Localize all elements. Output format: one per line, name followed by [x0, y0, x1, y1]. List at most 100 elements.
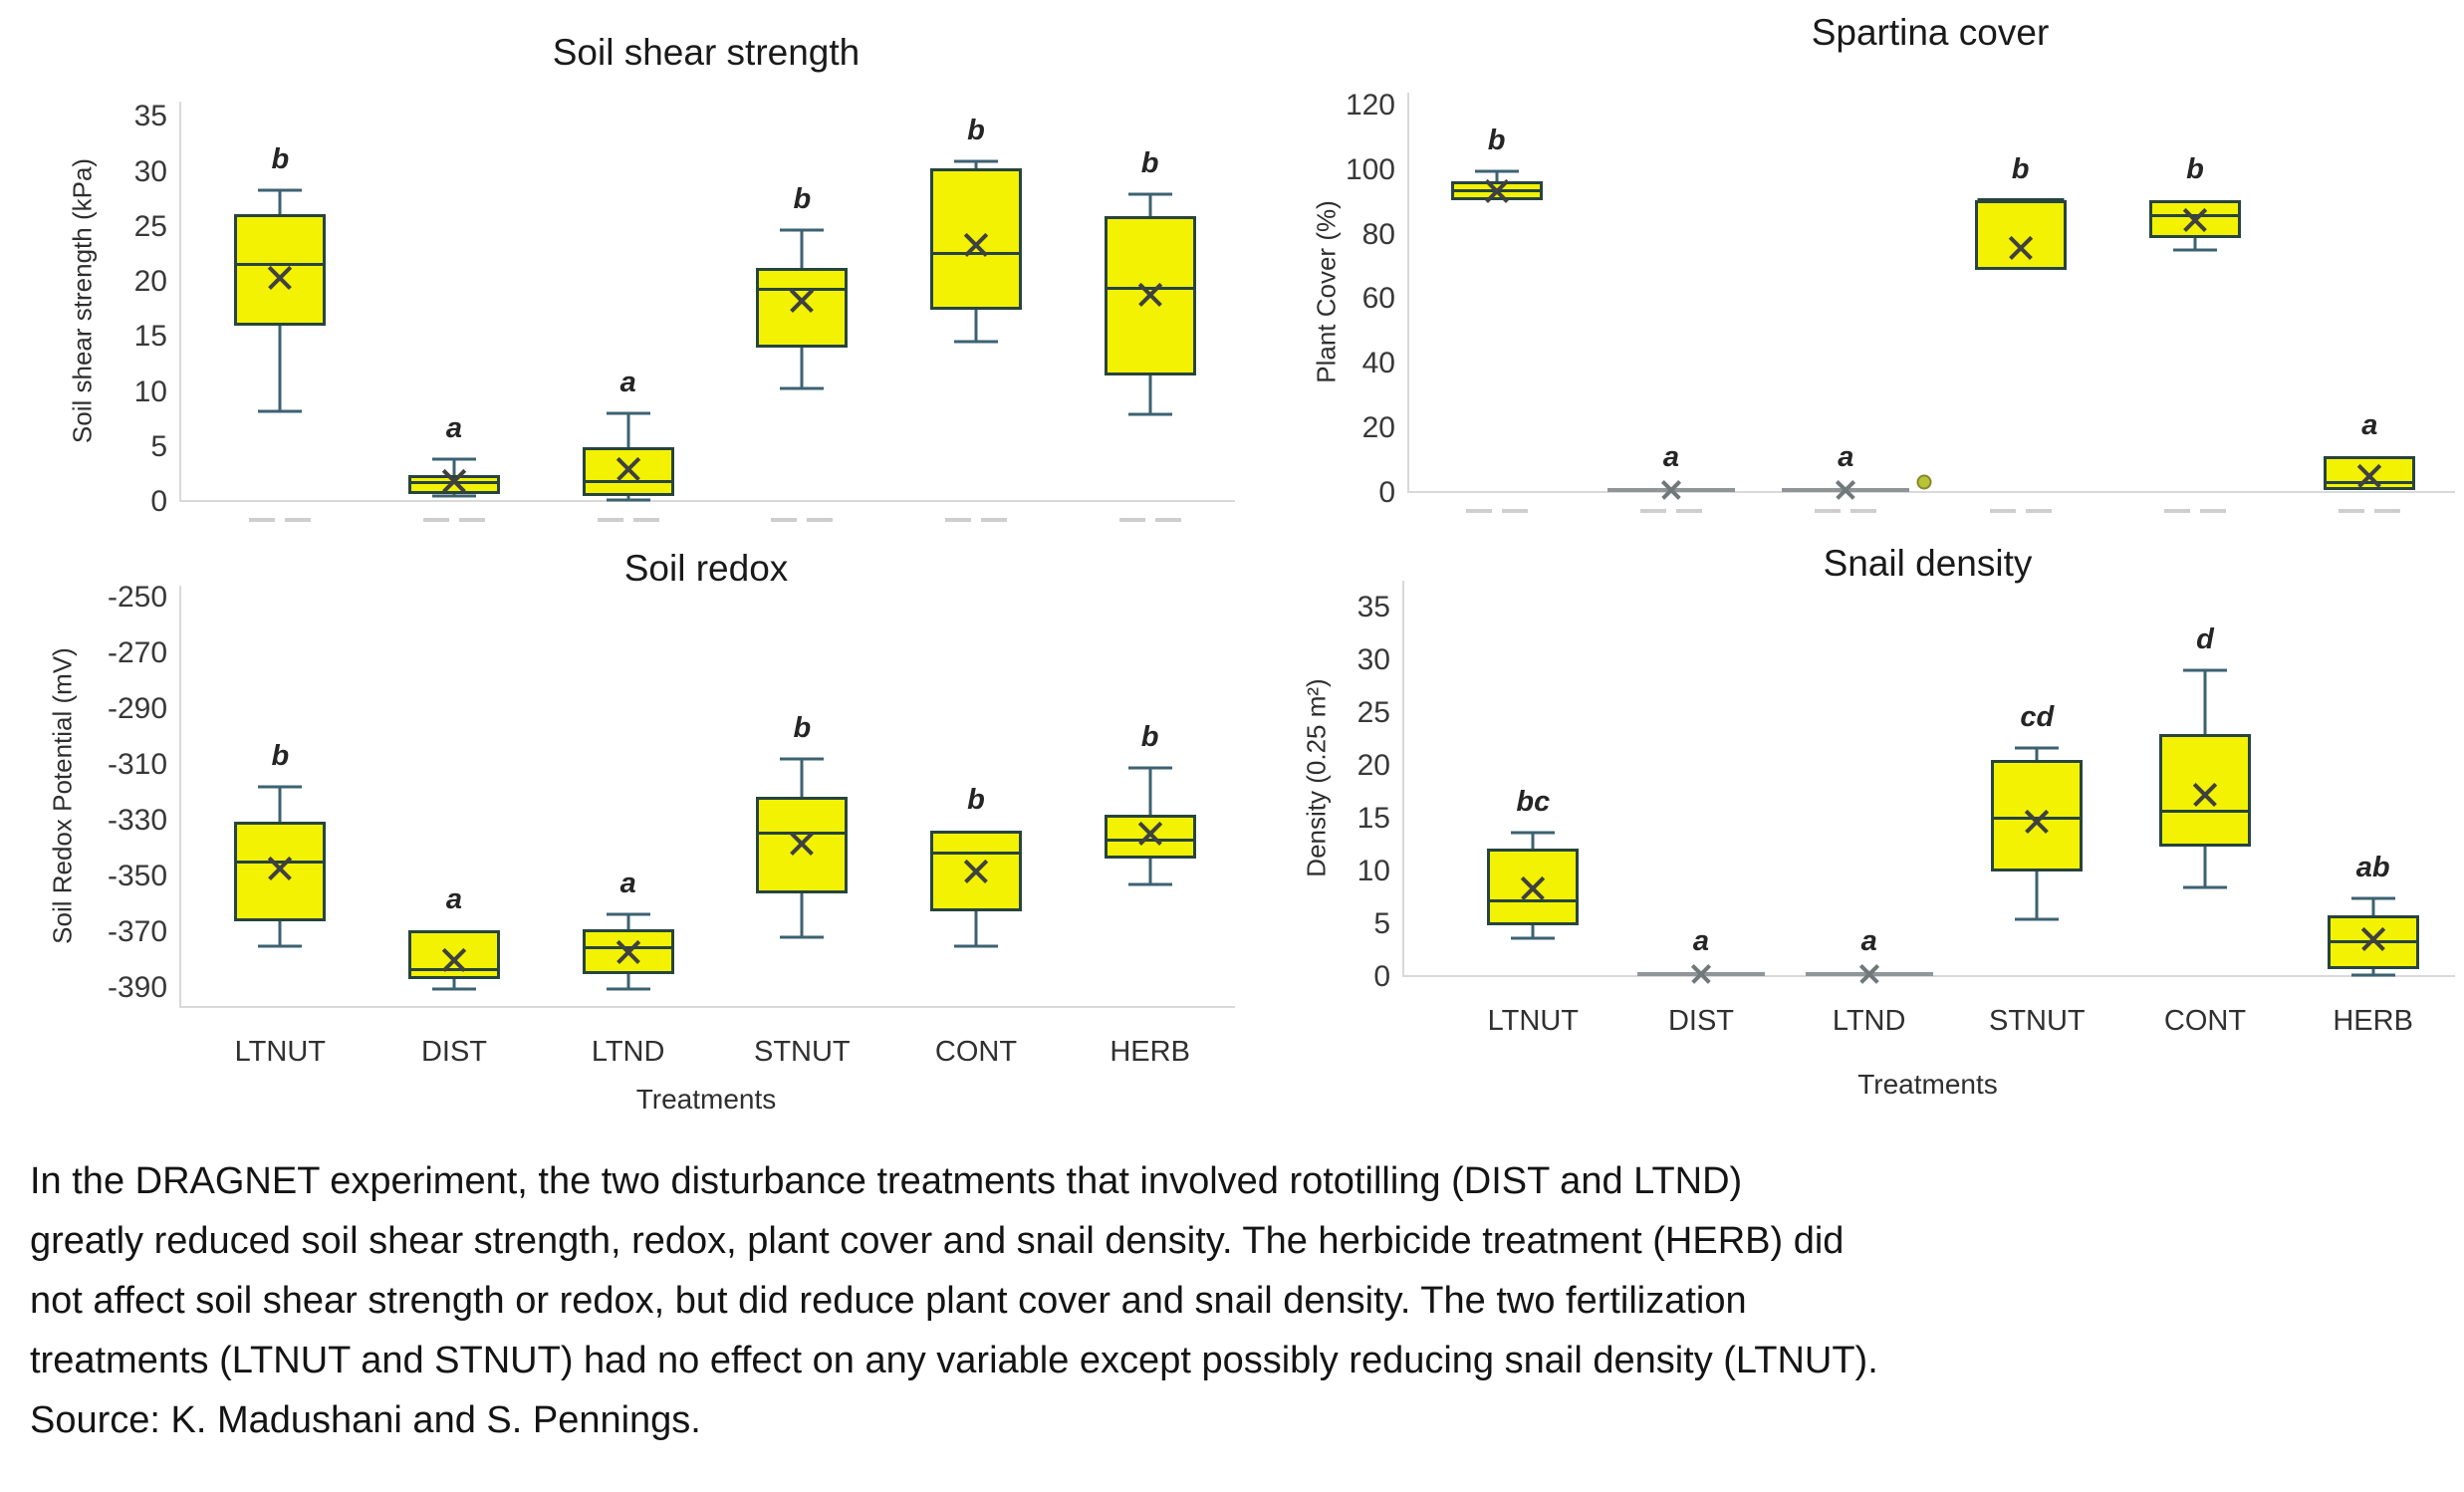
- mean-x-marker: [2022, 807, 2052, 837]
- whisker-cap-lower: [780, 386, 825, 390]
- mean-x-marker: [2180, 204, 2210, 234]
- caption-line: Source: K. Madushani and S. Pennings.: [30, 1399, 701, 1441]
- whisker-lower: [278, 326, 282, 412]
- faded-x-label: [459, 518, 485, 522]
- significance-letter: cd: [2020, 700, 2055, 733]
- x-category-label-LTNUT: LTNUT: [234, 1036, 326, 1068]
- median-line: [758, 832, 846, 836]
- whisker-upper: [800, 759, 804, 798]
- whisker-cap-lower: [258, 944, 303, 948]
- box-plot-STNUT: [1974, 199, 2067, 270]
- figure-caption: In the DRAGNET experiment, the two distu…: [30, 1151, 2450, 1450]
- y-tick-label: 60: [1361, 282, 1395, 316]
- whisker-cap-upper: [606, 912, 650, 916]
- mean-x-marker: [1482, 176, 1512, 206]
- y-tick-label: 80: [1361, 217, 1395, 251]
- faded-x-label: [1640, 509, 1666, 513]
- x-category-label-STNUT: STNUT: [1988, 1005, 2086, 1037]
- faded-x-label: [423, 518, 449, 522]
- whisker-upper: [1531, 832, 1535, 849]
- whisker-lower: [2371, 968, 2375, 975]
- whisker-cap-lower: [2173, 248, 2217, 252]
- y-axis-title-text: Soil Redox Potential (mV): [47, 647, 78, 944]
- mean-x-marker: [439, 466, 469, 496]
- whisker-cap-upper: [258, 188, 303, 192]
- significance-letter: b: [2011, 152, 2030, 185]
- significance-letter: bc: [1516, 785, 1551, 818]
- caption-line: not affect soil shear strength or redox,…: [30, 1280, 1747, 1322]
- faded-x-label: [285, 518, 312, 522]
- y-tick-label: 5: [150, 429, 167, 463]
- y-tick-label: 5: [1373, 906, 1390, 940]
- whisker-cap-upper: [780, 228, 825, 232]
- y-tick-label: 35: [1356, 590, 1390, 623]
- significance-letter: a: [619, 867, 636, 899]
- whisker-lower: [974, 309, 978, 342]
- whisker-lower: [974, 910, 978, 946]
- whisker-lower: [1148, 374, 1152, 414]
- mean-x-marker: [1659, 478, 1683, 502]
- significance-letter: a: [445, 411, 463, 444]
- faded-x-label: [2025, 509, 2052, 513]
- box-plot-LTNUT: [234, 213, 327, 327]
- median-line: [2326, 481, 2413, 485]
- mean-x-marker: [2190, 779, 2220, 809]
- whisker-upper: [626, 412, 630, 447]
- y-tick-label: -290: [107, 691, 167, 725]
- mean-x-marker: [439, 945, 469, 975]
- whisker-cap-lower: [606, 987, 650, 991]
- significance-letter: a: [2361, 409, 2378, 442]
- whisker-cap-lower: [780, 935, 825, 939]
- y-tick-label: -370: [107, 914, 167, 948]
- mean-x-marker: [961, 856, 991, 885]
- whisker-cap-lower: [258, 409, 303, 413]
- whisker-lower: [278, 920, 282, 946]
- whisker-upper: [2203, 670, 2207, 734]
- box-plot-HERB: [1104, 815, 1196, 859]
- whisker-cap-upper: [1511, 831, 1556, 835]
- significance-letter: b: [1140, 146, 1159, 179]
- box-plot-STNUT: [1991, 760, 2084, 871]
- mean-x-marker: [961, 230, 991, 260]
- whisker-upper: [278, 190, 282, 214]
- significance-letter: ab: [2355, 852, 2390, 884]
- whisker-upper: [2371, 898, 2375, 916]
- significance-letter: b: [967, 783, 985, 816]
- y-axis-title-text: Density (0.25 m²): [1301, 678, 1332, 877]
- whisker-upper: [626, 913, 630, 930]
- y-tick-label: -390: [107, 970, 167, 1004]
- whisker-cap-upper: [258, 785, 303, 789]
- median-line: [2161, 809, 2249, 813]
- whisker-lower: [2203, 847, 2207, 887]
- faded-x-label: [1501, 509, 1528, 513]
- mean-x-marker: [2358, 924, 2388, 954]
- x-category-label-DIST: DIST: [420, 1036, 488, 1068]
- significance-letter: a: [1692, 924, 1710, 957]
- significance-letter: b: [2186, 152, 2204, 185]
- box-plot-LTND: [582, 446, 674, 497]
- whisker-upper: [278, 787, 282, 823]
- box-plot-STNUT: [756, 267, 849, 349]
- y-tick-label: -330: [107, 803, 167, 837]
- significance-letter: b: [271, 143, 290, 176]
- faded-x-label: [249, 518, 276, 522]
- faded-x-label: [597, 518, 623, 522]
- x-axis-title: Treatments: [635, 1084, 777, 1115]
- plot-area: 35 30 25 20 15 10 5 0 bc a a cd d ab LTNUT DIST LTND STNU…: [1357, 581, 2455, 1037]
- faded-x-label: [2200, 509, 2226, 513]
- faded-x-label: [632, 518, 659, 522]
- x-category-label-STNUT: STNUT: [753, 1036, 851, 1068]
- faded-x-label: [981, 518, 1007, 522]
- x-category-label-LTND: LTND: [1832, 1005, 1906, 1037]
- chart-title: Spartina cover: [1811, 12, 2050, 53]
- y-tick-label: 30: [133, 154, 167, 188]
- whisker-lower: [800, 892, 804, 938]
- y-tick-label: 15: [1356, 801, 1390, 835]
- whisker-upper: [1495, 170, 1499, 181]
- mean-x-marker: [614, 936, 643, 966]
- y-tick-label: 30: [1356, 642, 1390, 676]
- significance-letter: a: [1662, 440, 1680, 473]
- y-tick-label: -250: [107, 581, 167, 615]
- whisker-cap-upper: [1127, 192, 1172, 196]
